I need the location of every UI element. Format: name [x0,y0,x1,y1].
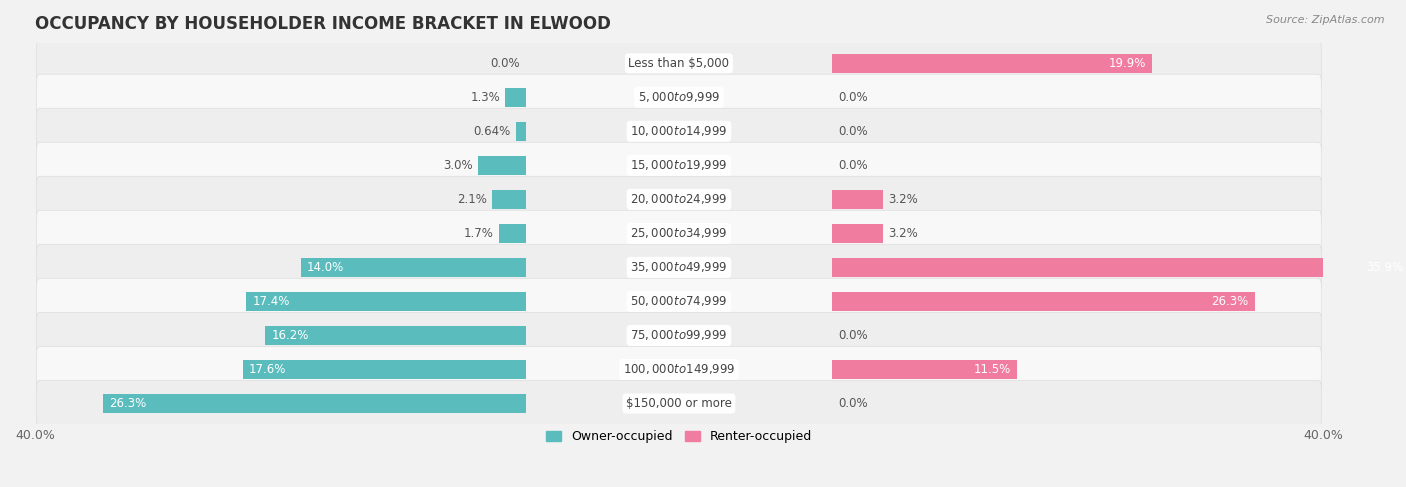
Text: 35.9%: 35.9% [1367,261,1403,274]
FancyBboxPatch shape [37,244,1322,291]
Text: $5,000 to $9,999: $5,000 to $9,999 [638,90,720,104]
Text: 1.7%: 1.7% [464,227,494,240]
Text: 2.1%: 2.1% [457,193,488,206]
Text: 0.0%: 0.0% [489,57,520,70]
FancyBboxPatch shape [37,380,1322,427]
FancyBboxPatch shape [37,40,1322,86]
Text: 3.2%: 3.2% [889,227,918,240]
Text: 0.0%: 0.0% [838,125,868,138]
Text: Source: ZipAtlas.com: Source: ZipAtlas.com [1267,15,1385,25]
Text: OCCUPANCY BY HOUSEHOLDER INCOME BRACKET IN ELWOOD: OCCUPANCY BY HOUSEHOLDER INCOME BRACKET … [35,15,610,33]
Bar [832,54,1153,73]
FancyBboxPatch shape [37,312,1322,358]
Text: $20,000 to $24,999: $20,000 to $24,999 [630,192,728,206]
Bar [301,258,526,277]
Bar [103,394,526,413]
FancyBboxPatch shape [37,108,1322,154]
FancyBboxPatch shape [37,346,1322,393]
Text: Less than $5,000: Less than $5,000 [628,57,730,70]
Text: 3.0%: 3.0% [443,159,472,172]
Text: $75,000 to $99,999: $75,000 to $99,999 [630,328,728,342]
Text: $150,000 or more: $150,000 or more [626,397,733,410]
Text: 11.5%: 11.5% [973,363,1011,376]
Text: 0.0%: 0.0% [838,329,868,342]
Text: 0.64%: 0.64% [474,125,510,138]
Text: 3.2%: 3.2% [889,193,918,206]
FancyBboxPatch shape [37,74,1322,120]
Bar [832,224,883,243]
FancyBboxPatch shape [37,176,1322,223]
Text: 0.0%: 0.0% [838,91,868,104]
Bar [266,326,526,345]
Bar [832,292,1256,311]
Text: 26.3%: 26.3% [110,397,146,410]
Text: 0.0%: 0.0% [838,397,868,410]
Bar [499,224,526,243]
FancyBboxPatch shape [37,210,1322,257]
Text: 14.0%: 14.0% [307,261,344,274]
Bar [832,360,1017,379]
Bar [243,360,526,379]
Legend: Owner-occupied, Renter-occupied: Owner-occupied, Renter-occupied [541,425,817,448]
Text: $10,000 to $14,999: $10,000 to $14,999 [630,124,728,138]
Bar [832,190,883,209]
Text: $25,000 to $34,999: $25,000 to $34,999 [630,226,728,241]
Text: $100,000 to $149,999: $100,000 to $149,999 [623,362,735,376]
Text: $35,000 to $49,999: $35,000 to $49,999 [630,261,728,274]
Text: 16.2%: 16.2% [271,329,309,342]
Bar [505,88,526,107]
Text: 26.3%: 26.3% [1212,295,1249,308]
Bar [832,258,1406,277]
Text: 17.6%: 17.6% [249,363,287,376]
Text: 19.9%: 19.9% [1108,57,1146,70]
Text: 1.3%: 1.3% [471,91,501,104]
Text: 17.4%: 17.4% [252,295,290,308]
Bar [492,190,526,209]
FancyBboxPatch shape [37,142,1322,188]
Bar [478,156,526,175]
Bar [516,122,526,141]
Text: 0.0%: 0.0% [838,159,868,172]
Text: $15,000 to $19,999: $15,000 to $19,999 [630,158,728,172]
Text: $50,000 to $74,999: $50,000 to $74,999 [630,295,728,308]
Bar [246,292,526,311]
FancyBboxPatch shape [37,278,1322,324]
